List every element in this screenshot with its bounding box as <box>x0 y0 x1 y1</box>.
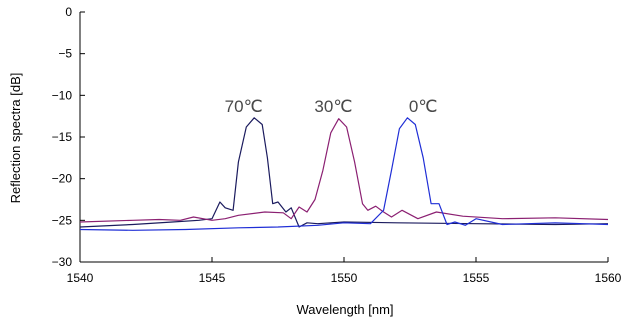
series-line-30C <box>79 118 609 223</box>
y-tick-label: −5 <box>58 47 72 61</box>
peak-label: 70℃ <box>225 97 263 116</box>
series-layer <box>79 117 609 231</box>
peak-label: 0℃ <box>409 97 438 116</box>
y-tick-label: −15 <box>52 130 73 144</box>
x-tick-label: 1540 <box>67 271 94 285</box>
y-tick-label: 0 <box>65 5 72 19</box>
y-tick-label: −30 <box>52 255 73 269</box>
x-tick-label: 1560 <box>595 271 622 285</box>
y-tick-label: −20 <box>52 172 73 186</box>
y-tick-label: −10 <box>52 88 73 102</box>
x-tick-label: 1555 <box>463 271 490 285</box>
y-tick-label: −25 <box>52 213 73 227</box>
annotation-layer: 70℃ 30℃ 0℃ <box>225 97 438 116</box>
x-tick-label: 1545 <box>199 271 226 285</box>
series-line-0C <box>79 117 609 231</box>
y-axis-title: Reflection spectra [dB] <box>8 73 23 204</box>
series-line-70C <box>79 117 609 228</box>
axes: 0 −5 −10 −15 −20 −25 −30 1540 1545 1550 1555 1560 <box>52 5 622 285</box>
peak-label: 30℃ <box>314 97 352 116</box>
x-axis-title: Wavelength [nm] <box>296 302 393 317</box>
x-tick-label: 1550 <box>331 271 358 285</box>
